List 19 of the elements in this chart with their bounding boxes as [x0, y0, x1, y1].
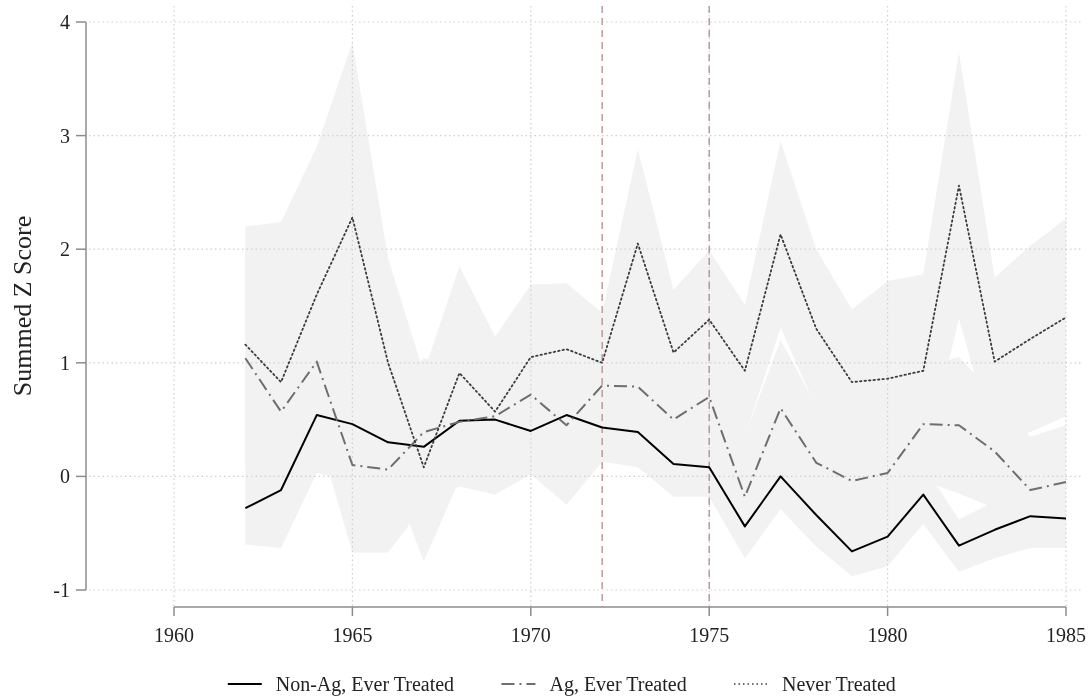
y-tick-label: -1	[53, 579, 70, 601]
y-tick-label: 3	[60, 124, 70, 147]
y-tick-label: 2	[60, 238, 70, 261]
x-tick-label: 1975	[689, 624, 730, 646]
x-tick-label: 1960	[154, 624, 194, 646]
y-tick-label: 0	[60, 465, 70, 488]
legend-label: Never Treated	[782, 673, 896, 695]
line-series	[244, 184, 1067, 469]
legend-label: Ag, Ever Treated	[549, 673, 687, 696]
x-tick-label: 1965	[332, 624, 373, 646]
x-tick-label: 1985	[1046, 624, 1086, 646]
y-axis-title: Summed Z Score	[8, 215, 38, 397]
x-tick-label: 1970	[510, 624, 551, 646]
legend-label: Non-Ag, Ever Treated	[275, 673, 455, 696]
y-tick-label: 1	[60, 351, 70, 374]
line-series	[244, 357, 1067, 498]
line-series	[244, 414, 1067, 553]
y-tick-label: 4	[60, 11, 70, 33]
x-tick-label: 1980	[867, 624, 908, 646]
